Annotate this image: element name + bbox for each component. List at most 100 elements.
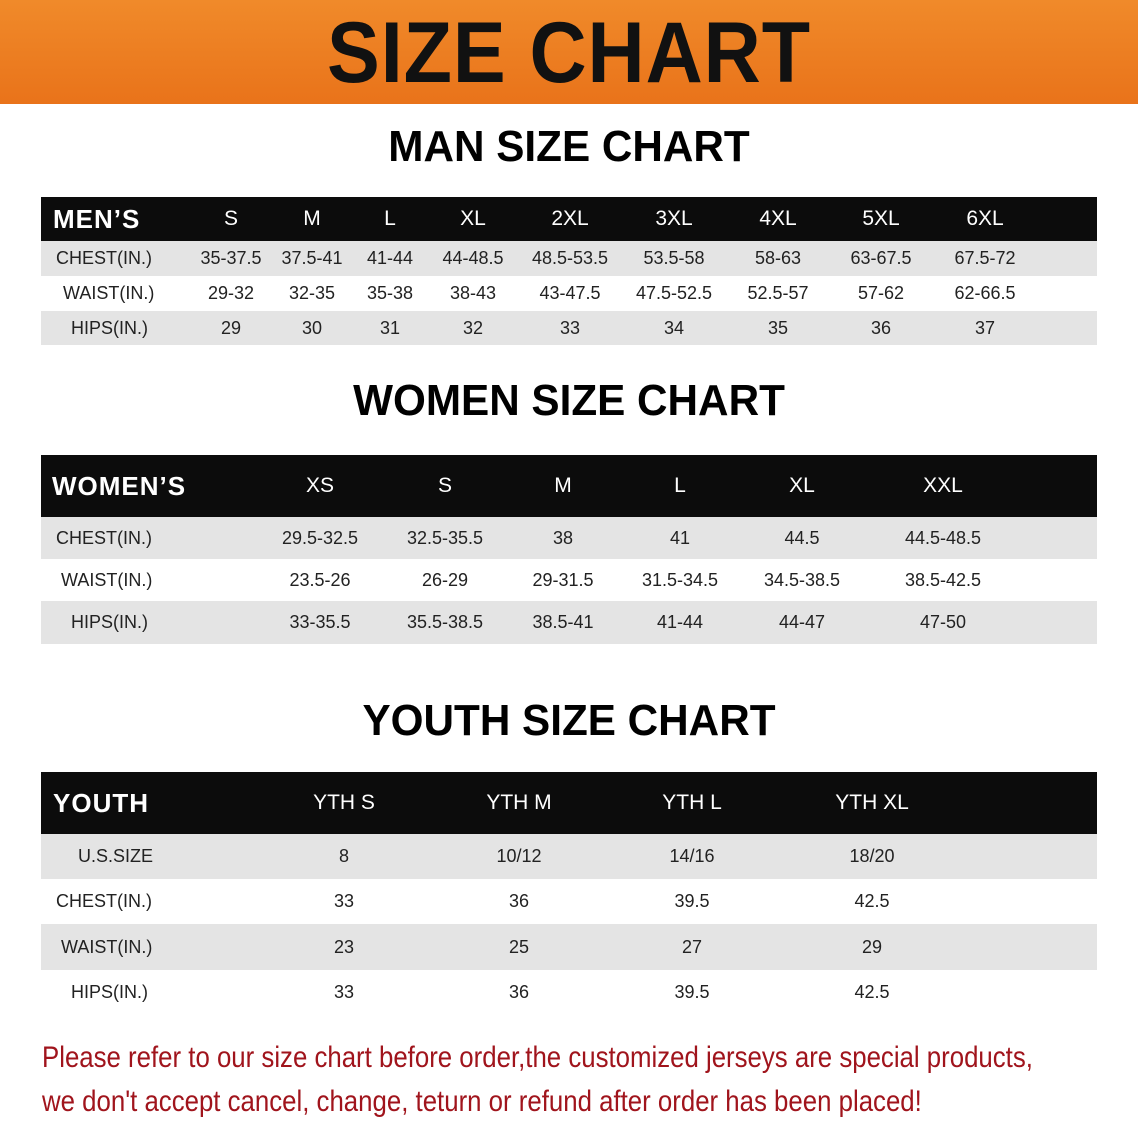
measurement-cell: 37.5-41 [281, 248, 343, 268]
row-label: CHEST(IN.) [56, 527, 152, 548]
measurement-cell: 23.5-26 [289, 569, 351, 590]
table-row: WAIST(IN.) 29-32 32-35 35-38 38-43 43-47.5 47.… [41, 276, 1097, 311]
men-header-row: MEN’S S M L XL 2XL 3XL 4XL 5XL 6XL [41, 197, 1097, 241]
measurement-cell: 29 [220, 317, 242, 338]
measurement-cell: 47-50 [919, 612, 967, 632]
measurement-cell: 32.5-35.5 [406, 527, 484, 548]
women-section-title: WOMEN SIZE CHART [353, 376, 785, 425]
measurement-cell: 8 [338, 846, 350, 866]
measurement-cell: 29 [861, 936, 883, 957]
measurement-cell: 33 [559, 317, 581, 338]
measurement-cell: 41-44 [366, 248, 414, 268]
size-header: L [674, 474, 686, 497]
row-label: WAIST(IN.) [61, 936, 153, 957]
measurement-cell: 29.5-32.5 [281, 527, 359, 548]
measurement-cell: 38.5-42.5 [904, 569, 982, 590]
size-header: XL [460, 207, 486, 230]
row-label: HIPS(IN.) [71, 982, 149, 1002]
measurement-cell: 38-43 [449, 283, 497, 303]
measurement-cell: 52.5-57 [747, 283, 809, 303]
measurement-cell: 35.5-38.5 [406, 612, 484, 632]
size-header: L [384, 207, 396, 230]
measurement-cell: 30 [301, 317, 323, 338]
row-label: WAIST(IN.) [61, 569, 153, 590]
size-header: 6XL [966, 207, 1004, 230]
youth-header-row: YOUTH YTH S YTH M YTH L YTH XL [41, 772, 1097, 834]
measurement-cell: 41 [669, 527, 691, 548]
measurement-cell: 32-35 [288, 283, 336, 303]
measurement-cell: 35-37.5 [200, 248, 262, 268]
measurement-cell: 29-32 [207, 283, 255, 303]
measurement-cell: 42.5 [854, 891, 890, 911]
table-row: CHEST(IN.) 29.5-32.5 32.5-35.5 38 41 44.5 44.5… [41, 517, 1097, 559]
measurement-cell: 53.5-58 [643, 248, 705, 268]
measurement-cell: 58-63 [754, 248, 802, 268]
row-label: WAIST(IN.) [63, 283, 155, 303]
row-label: CHEST(IN.) [56, 891, 152, 911]
measurement-cell: 43-47.5 [539, 283, 601, 303]
notice-line-1: Please refer to our size chart before or… [42, 1041, 1033, 1074]
measurement-cell: 23 [333, 936, 355, 957]
measurement-cell: 62-66.5 [954, 283, 1016, 303]
measurement-cell: 10/12 [496, 846, 542, 866]
measurement-cell: 25 [508, 936, 530, 957]
youth-section-title: YOUTH SIZE CHART [362, 696, 776, 745]
measurement-cell: 14/16 [669, 846, 715, 866]
measurement-cell: 34 [663, 317, 685, 338]
measurement-cell: 39.5 [674, 891, 710, 911]
size-header: YTH L [662, 791, 722, 814]
measurement-cell: 18/20 [849, 846, 895, 866]
size-header: XL [789, 474, 815, 497]
measurement-cell: 31 [379, 317, 401, 338]
table-row: CHEST(IN.) 33 36 39.5 42.5 [41, 879, 1097, 924]
measurement-cell: 44-47 [778, 612, 826, 632]
measurement-cell: 38.5-41 [532, 612, 594, 632]
youth-table-label: YOUTH [53, 787, 149, 818]
size-header: S [223, 207, 239, 230]
measurement-cell: 47.5-52.5 [635, 283, 713, 303]
size-header: YTH XL [835, 791, 909, 814]
women-header-row: WOMEN’S XS S M L XL XXL [41, 455, 1097, 517]
table-row: WAIST(IN.) 23 25 27 29 [41, 924, 1097, 970]
measurement-cell: 39.5 [674, 982, 710, 1002]
measurement-cell: 27 [681, 936, 703, 957]
title-banner: SIZE CHART [0, 0, 1138, 104]
size-header: 5XL [862, 207, 900, 230]
measurement-cell: 34.5-38.5 [763, 569, 841, 590]
row-label: HIPS(IN.) [71, 612, 149, 632]
measurement-cell: 57-62 [857, 283, 905, 303]
measurement-cell: 37 [974, 317, 996, 338]
measurement-cell: 42.5 [854, 982, 890, 1002]
row-label: HIPS(IN.) [71, 317, 149, 338]
banner-title: SIZE CHART [327, 5, 811, 101]
measurement-cell: 67.5-72 [954, 248, 1016, 268]
table-row: U.S.SIZE 8 10/12 14/16 18/20 [41, 834, 1097, 879]
size-header: M [554, 474, 572, 497]
size-header: YTH S [313, 791, 375, 814]
size-header: XS [305, 474, 335, 497]
measurement-cell: 35-38 [366, 283, 414, 303]
measurement-cell: 41-44 [656, 612, 704, 632]
measurement-cell: 36 [508, 982, 530, 1002]
measurement-cell: 36 [508, 891, 530, 911]
size-header: S [437, 474, 453, 497]
size-header: YTH M [486, 791, 552, 814]
men-section-title: MAN SIZE CHART [388, 122, 750, 171]
measurement-cell: 29-31.5 [532, 569, 594, 590]
measurement-cell: 44-48.5 [442, 248, 504, 268]
measurement-cell: 32 [462, 317, 484, 338]
women-table-label: WOMEN’S [52, 470, 187, 501]
row-label: CHEST(IN.) [56, 248, 152, 268]
men-table-label: MEN’S [53, 203, 141, 234]
notice-line-2: we don't accept cancel, change, teturn o… [42, 1085, 922, 1118]
measurement-cell: 35 [767, 317, 789, 338]
measurement-cell: 26-29 [421, 569, 469, 590]
size-header: M [303, 207, 321, 230]
measurement-cell: 38 [552, 527, 574, 548]
measurement-cell: 63-67.5 [850, 248, 912, 268]
measurement-cell: 33 [333, 891, 355, 911]
measurement-cell: 33 [333, 982, 355, 1002]
table-row: HIPS(IN.) 29 30 31 32 33 34 35 36 37 [41, 311, 1097, 345]
measurement-cell: 48.5-53.5 [531, 248, 609, 268]
